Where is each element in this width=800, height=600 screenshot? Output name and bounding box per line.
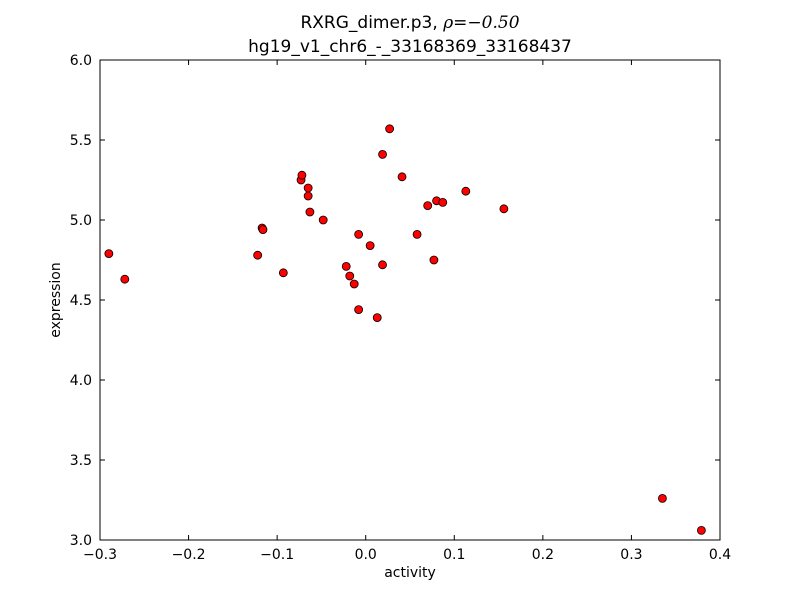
x-tick-label: 0.2	[532, 547, 554, 563]
data-point	[385, 124, 395, 134]
y-tick-label: 3.0	[70, 533, 92, 549]
plot-frame	[99, 59, 721, 541]
data-point	[397, 172, 407, 182]
data-point	[278, 268, 288, 278]
data-point	[318, 215, 328, 225]
data-point	[354, 229, 364, 239]
data-point	[365, 241, 375, 251]
data-point	[303, 183, 313, 193]
data-point	[697, 526, 706, 535]
y-tick-label: 4.0	[70, 373, 92, 389]
data-point	[303, 191, 313, 201]
x-tick-label: 0.1	[443, 547, 465, 563]
data-point	[658, 493, 667, 503]
x-tick-label: 0.3	[620, 547, 642, 563]
data-point	[345, 271, 355, 281]
y-tick-label: 3.5	[70, 453, 92, 469]
x-tick-label: 0.4	[709, 547, 731, 563]
data-points	[104, 124, 706, 535]
y-tick-label: 5.0	[70, 213, 92, 229]
data-point	[354, 305, 364, 315]
data-point	[104, 249, 114, 259]
data-point	[378, 260, 387, 270]
data-point	[297, 170, 307, 180]
x-tick-label: −0.2	[172, 547, 206, 563]
data-point	[499, 204, 509, 214]
data-point	[378, 149, 387, 159]
chart-title-line2: hg19_v1_chr6_-_33168369_33168437	[248, 37, 572, 57]
x-tick-label: 0.0	[355, 547, 377, 563]
axis-ticks: −0.3 −0.2 −0.1 0.0 0.1 0.2 0.3 0.4 3.0 3.5 4.0 4.5 5…	[70, 53, 731, 563]
y-tick-label: 4.5	[70, 293, 92, 309]
data-point	[305, 207, 315, 217]
data-point	[349, 279, 359, 289]
data-point	[423, 201, 433, 211]
data-point	[438, 197, 448, 207]
data-point	[429, 255, 439, 265]
data-point	[461, 186, 471, 196]
x-axis-label: activity	[384, 565, 436, 581]
y-tick-label: 6.0	[70, 53, 92, 69]
chart-title-line1: RXRG_dimer.p3, ρ=−0.50	[300, 13, 519, 33]
chart-title-main: RXRG_dimer.p3,	[300, 13, 443, 33]
data-point	[372, 313, 382, 323]
x-tick-label: −0.3	[83, 547, 117, 563]
x-tick-label: −0.1	[260, 547, 294, 563]
data-point	[412, 229, 422, 239]
data-point	[253, 250, 263, 260]
chart-title-rho: ρ=−0.50	[442, 13, 520, 33]
data-point	[120, 274, 130, 284]
data-point	[258, 225, 268, 235]
data-point	[341, 261, 351, 271]
y-tick-label: 5.5	[70, 133, 92, 149]
y-axis-label: expression	[48, 262, 64, 338]
